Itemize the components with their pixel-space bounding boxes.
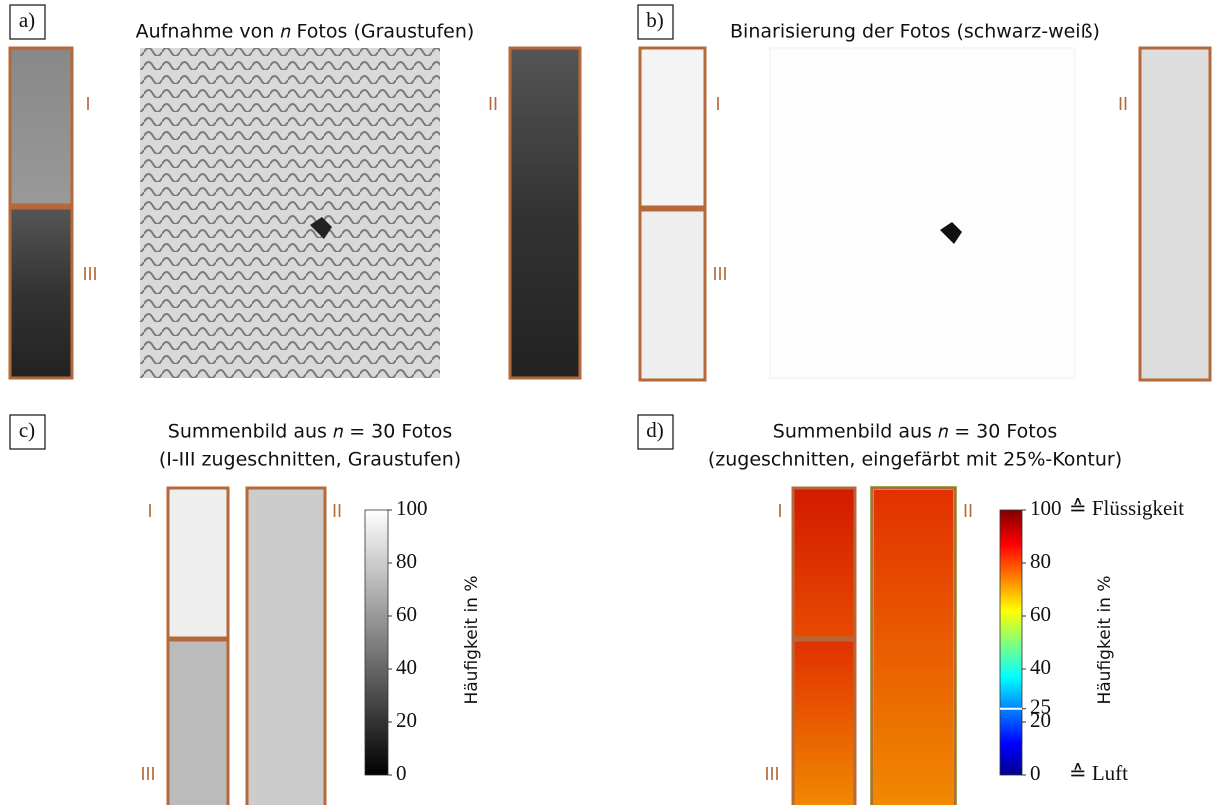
tick-label: 80 [396,549,417,573]
figure: a) Aufnahme von 𝑛 Fotos (Graustufen) I I… [0,0,1222,805]
tick-label: 100 [396,496,428,520]
region-label: I [147,501,152,521]
photo [770,48,1075,378]
region-label: II [488,94,498,114]
panel-title: Summenbild aus 𝑛 = 30 Fotos [773,421,1057,443]
region-label: II [963,501,973,521]
colorbar [365,510,388,775]
photo [510,48,580,378]
photo [140,48,440,378]
panel-b: b) Binarisierung der Fotos (schwarz-weiß… [638,5,1210,380]
panel-subtitle: (I-III zugeschnitten, Graustufen) [159,449,461,471]
colorbar-label: Häufigkeit in % [462,575,482,704]
tick-label: 40 [396,655,417,679]
panel-label: c) [19,418,35,442]
region-label: II [332,501,342,521]
tick-label: 20 [1030,708,1051,732]
region-label: II [1118,94,1128,114]
panel-subtitle: (zugeschnitten, eingefärbt mit 25%-Kontu… [708,449,1122,471]
image [793,488,855,638]
panel-label: a) [19,8,35,32]
tick-label: 0 [396,761,407,785]
image [168,488,228,638]
region-label: I [777,501,782,521]
tick-label: 40 [1030,655,1051,679]
tick-label: 80 [1030,549,1051,573]
tick-label: 0 [1030,761,1041,785]
region-label: III [712,264,727,284]
region-label: III [764,764,779,784]
panel-title: Summenbild aus 𝑛 = 30 Fotos [168,421,452,443]
photo [1140,48,1210,380]
region-label: III [82,264,97,284]
annotation: ≙ Luft [1069,761,1128,785]
tick-label: 60 [1030,602,1051,626]
photo [640,210,705,380]
image [168,640,228,805]
image [793,640,855,805]
colorbar [1000,510,1022,775]
panel-d: d) Summenbild aus 𝑛 = 30 Fotos (zugeschn… [638,415,1184,805]
panel-title: Binarisierung der Fotos (schwarz-weiß) [730,21,1100,43]
panel-a: a) Aufnahme von 𝑛 Fotos (Graustufen) I I… [10,5,580,378]
photo [10,48,72,205]
colorbar-label: Häufigkeit in % [1095,575,1115,704]
panel-title: Aufnahme von 𝑛 Fotos (Graustufen) [136,21,475,43]
annotation: ≙ Flüssigkeit [1069,496,1184,520]
photo [640,48,705,207]
panel-label: d) [646,418,664,442]
region-label: I [85,94,90,114]
image [247,488,325,805]
tick-label: 20 [396,708,417,732]
panel-c: c) Summenbild aus 𝑛 = 30 Fotos (I-III zu… [10,415,482,805]
panel-label: b) [646,8,664,32]
region-label: I [715,94,720,114]
region-label: III [140,764,155,784]
image [872,488,955,805]
tick-label: 100 [1030,496,1062,520]
photo [10,208,72,378]
tick-label: 60 [396,602,417,626]
